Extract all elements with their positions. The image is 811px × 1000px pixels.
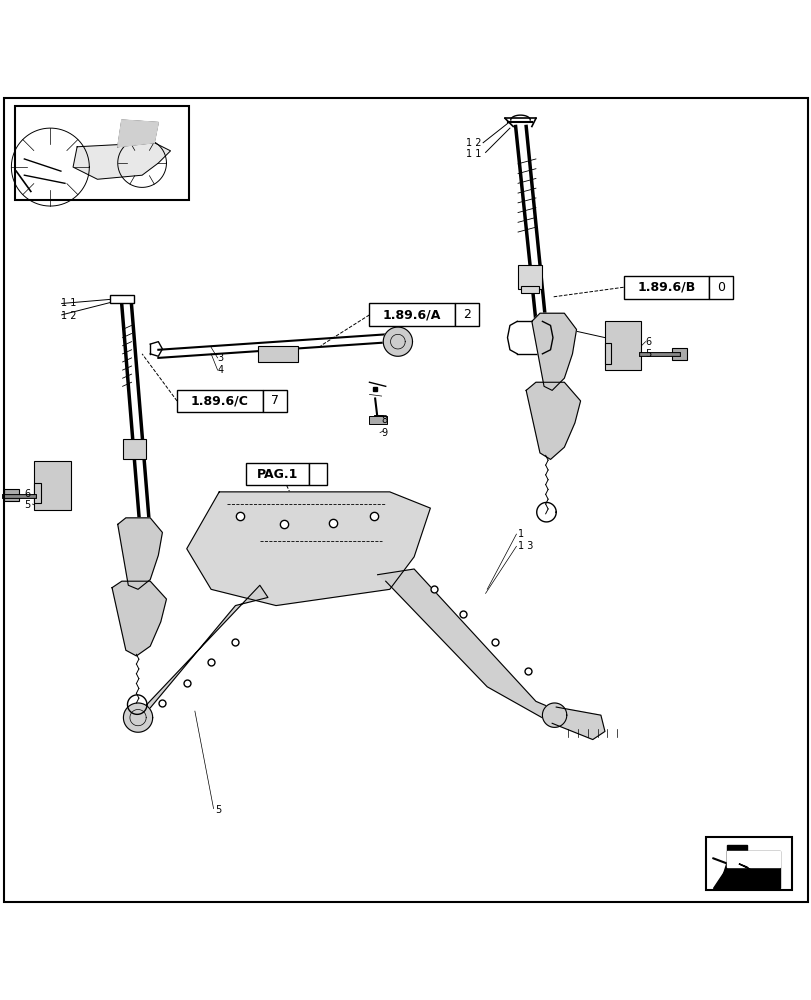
Text: 1.89.6/C: 1.89.6/C (191, 394, 248, 407)
Bar (262, 390, 286, 412)
Text: 1: 1 (517, 529, 524, 539)
Polygon shape (738, 864, 770, 883)
Bar (517, 265, 542, 289)
Polygon shape (123, 703, 152, 732)
Polygon shape (383, 327, 412, 356)
Bar (15, 106, 189, 200)
Polygon shape (377, 569, 568, 723)
Text: 1.89.6/B: 1.89.6/B (637, 281, 695, 294)
Text: 1.89.6/A: 1.89.6/A (383, 308, 441, 321)
Polygon shape (187, 492, 430, 606)
Bar (373, 415, 383, 419)
Text: 8: 8 (381, 415, 388, 425)
Bar (246, 463, 309, 485)
Text: 6: 6 (645, 337, 651, 347)
Bar (623, 276, 708, 299)
Bar (604, 343, 611, 364)
Polygon shape (712, 851, 779, 888)
Bar (4, 489, 19, 501)
Text: 1 1: 1 1 (466, 149, 481, 159)
Text: 7: 7 (270, 394, 278, 407)
Polygon shape (118, 120, 158, 147)
Polygon shape (531, 313, 576, 390)
Text: 1 2: 1 2 (61, 311, 76, 321)
Bar (708, 276, 732, 299)
Bar (369, 303, 454, 326)
Text: 4: 4 (217, 365, 224, 375)
Bar (672, 348, 686, 360)
Polygon shape (126, 585, 268, 727)
Text: 9: 9 (381, 428, 388, 438)
Bar (604, 321, 641, 370)
Text: 3: 3 (217, 353, 224, 363)
Text: 6: 6 (24, 489, 31, 499)
Bar (109, 295, 134, 303)
Text: 1 3: 1 3 (517, 541, 533, 551)
Bar (177, 390, 262, 412)
Text: 0: 0 (716, 281, 724, 294)
Text: PAG.1: PAG.1 (257, 468, 298, 481)
Bar (454, 303, 478, 326)
Polygon shape (726, 851, 779, 867)
Text: 5: 5 (645, 349, 651, 359)
Bar (706, 837, 791, 890)
Polygon shape (526, 382, 580, 459)
Text: 5: 5 (24, 500, 31, 510)
Bar (309, 463, 327, 485)
Text: 1 2: 1 2 (466, 138, 481, 148)
Polygon shape (551, 707, 604, 740)
Bar (34, 461, 71, 510)
Bar (34, 483, 41, 503)
Polygon shape (73, 143, 170, 179)
Bar (369, 416, 387, 424)
Bar (258, 346, 298, 362)
Polygon shape (112, 581, 166, 656)
Bar (123, 439, 146, 459)
Polygon shape (542, 703, 566, 727)
Text: 1 1: 1 1 (61, 298, 76, 308)
Polygon shape (718, 845, 746, 886)
Polygon shape (118, 518, 162, 589)
Text: 2: 2 (462, 308, 470, 321)
Bar (521, 286, 539, 293)
Text: 5: 5 (215, 805, 221, 815)
